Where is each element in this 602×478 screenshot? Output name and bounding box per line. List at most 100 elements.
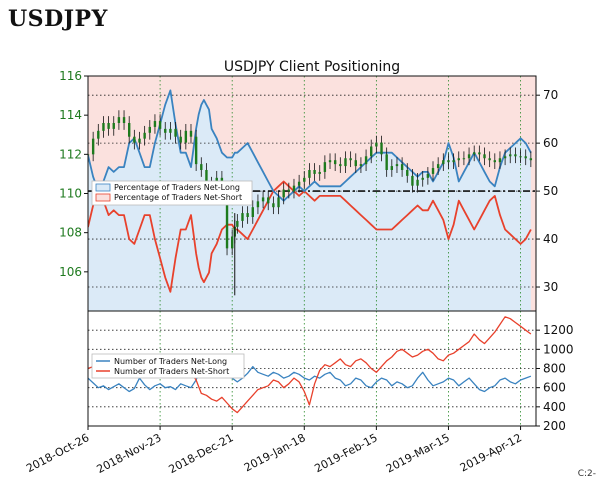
price-candle xyxy=(313,170,316,174)
price-candle xyxy=(400,164,404,170)
price-candle xyxy=(102,123,105,131)
price-candle xyxy=(318,171,321,174)
price-candle xyxy=(447,160,450,163)
x-tick-label: 2019-Feb-15 xyxy=(312,431,379,475)
price-candle xyxy=(519,156,522,158)
right-tick-label: 60 xyxy=(543,136,558,150)
page-title: USDJPY xyxy=(8,6,108,32)
price-candle xyxy=(411,175,414,186)
price-candle xyxy=(364,156,368,165)
price-candle xyxy=(169,128,172,133)
net-long-percent-line xyxy=(88,89,532,202)
price-candle xyxy=(107,123,110,129)
left-tick-label: 106 xyxy=(59,265,82,279)
price-candle xyxy=(179,136,182,143)
price-candle xyxy=(225,197,229,249)
price-candle xyxy=(230,236,234,249)
price-candle xyxy=(194,136,198,165)
price-candle xyxy=(442,160,445,165)
price-candle xyxy=(143,132,146,139)
price-candle xyxy=(189,130,193,137)
price-candle xyxy=(133,136,136,143)
price-candle xyxy=(354,160,357,167)
price-candle xyxy=(164,128,167,133)
price-candle xyxy=(303,177,306,182)
price-candle xyxy=(256,201,260,208)
price-candle xyxy=(467,154,471,159)
x-tick-label: 2019-Jan-18 xyxy=(242,431,308,474)
price-candle xyxy=(272,203,275,208)
price-candle xyxy=(97,130,100,139)
price-candle xyxy=(478,152,481,155)
legend-label-short: Number of Traders Net-Short xyxy=(114,367,229,376)
right-tick-label: 200 xyxy=(543,419,566,433)
right-tick-label: 70 xyxy=(543,88,558,102)
price-candle xyxy=(261,197,265,202)
positioning-panel: 106 108 110 112 114 116 30 40 50 60 70 USDJPY Cli… xyxy=(59,59,558,312)
right-tick-label: 1000 xyxy=(543,342,574,356)
price-candle xyxy=(158,121,162,129)
price-candle xyxy=(509,154,512,157)
net-short-percent-line xyxy=(88,180,532,293)
right-tick-label: 40 xyxy=(543,232,558,246)
left-tick-label: 110 xyxy=(59,187,82,201)
price-candle xyxy=(426,173,430,178)
price-candle xyxy=(246,213,249,217)
price-candle xyxy=(385,154,388,170)
price-candle xyxy=(277,197,280,208)
price-candle xyxy=(380,142,383,155)
price-candle xyxy=(148,126,151,133)
price-candle xyxy=(122,117,126,123)
price-candle xyxy=(174,128,177,137)
price-candle xyxy=(390,166,394,170)
right-tick-label: 400 xyxy=(543,400,566,414)
price-candle xyxy=(452,160,455,163)
price-candle xyxy=(416,179,419,186)
price-candle xyxy=(493,160,497,163)
price-candle xyxy=(488,158,491,161)
left-tick-label: 112 xyxy=(59,147,82,161)
price-candle xyxy=(267,197,270,204)
legend-box xyxy=(91,180,253,206)
price-candle xyxy=(524,156,527,159)
price-candle xyxy=(395,164,399,167)
price-candle xyxy=(503,156,507,159)
price-candle xyxy=(323,162,327,172)
right-tick-label: 800 xyxy=(543,362,566,376)
price-candle xyxy=(421,177,424,180)
x-tick-label: 2018-Nov-23 xyxy=(95,431,164,476)
legend-swatch-long xyxy=(95,183,111,192)
x-tick-label: 2019-Apr-12 xyxy=(458,431,524,474)
chart-title: USDJPY Client Positioning xyxy=(224,59,400,75)
price-candle xyxy=(200,164,203,170)
price-candle xyxy=(117,117,121,123)
source-note: C:2- xyxy=(578,469,596,478)
price-candle xyxy=(431,168,435,174)
price-candle xyxy=(473,152,476,155)
legend-swatch-short xyxy=(95,193,111,202)
x-axis: 2018-Oct-26 2018-Nov-23 2018-Dec-21 2019-Ja… xyxy=(24,426,524,476)
legend-label-long: Number of Traders Net-Long xyxy=(114,357,227,366)
price-candle xyxy=(297,181,301,186)
price-candle xyxy=(205,170,208,184)
price-candle xyxy=(333,160,337,165)
price-candle xyxy=(282,189,285,198)
left-tick-label: 116 xyxy=(59,69,82,83)
legend-label-short: Percentage of Traders Net-Short xyxy=(114,193,242,202)
net-long-area xyxy=(88,90,531,311)
price-candle xyxy=(241,213,244,221)
price-candle xyxy=(457,158,460,161)
price-candle xyxy=(462,158,466,160)
right-tick-label: 600 xyxy=(543,381,566,395)
price-candle xyxy=(236,220,239,227)
top-legend: Percentage of Traders Net-LongPercentage… xyxy=(91,180,253,206)
right-tick-label: 1200 xyxy=(543,323,574,337)
price-candle xyxy=(375,142,378,147)
price-candle xyxy=(88,154,90,156)
price-candle xyxy=(308,170,311,178)
price-candle xyxy=(370,146,373,157)
price-candle xyxy=(406,170,409,176)
price-candle xyxy=(153,121,157,127)
